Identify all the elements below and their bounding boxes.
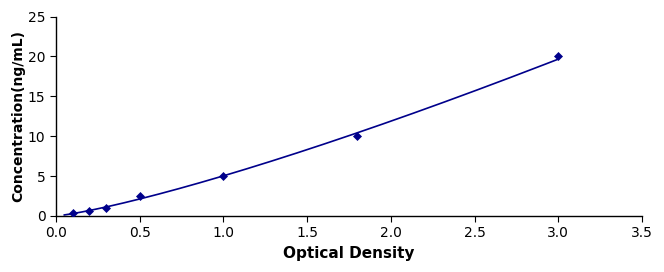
- Y-axis label: Concentration(ng/mL): Concentration(ng/mL): [11, 30, 25, 202]
- X-axis label: Optical Density: Optical Density: [283, 246, 415, 261]
